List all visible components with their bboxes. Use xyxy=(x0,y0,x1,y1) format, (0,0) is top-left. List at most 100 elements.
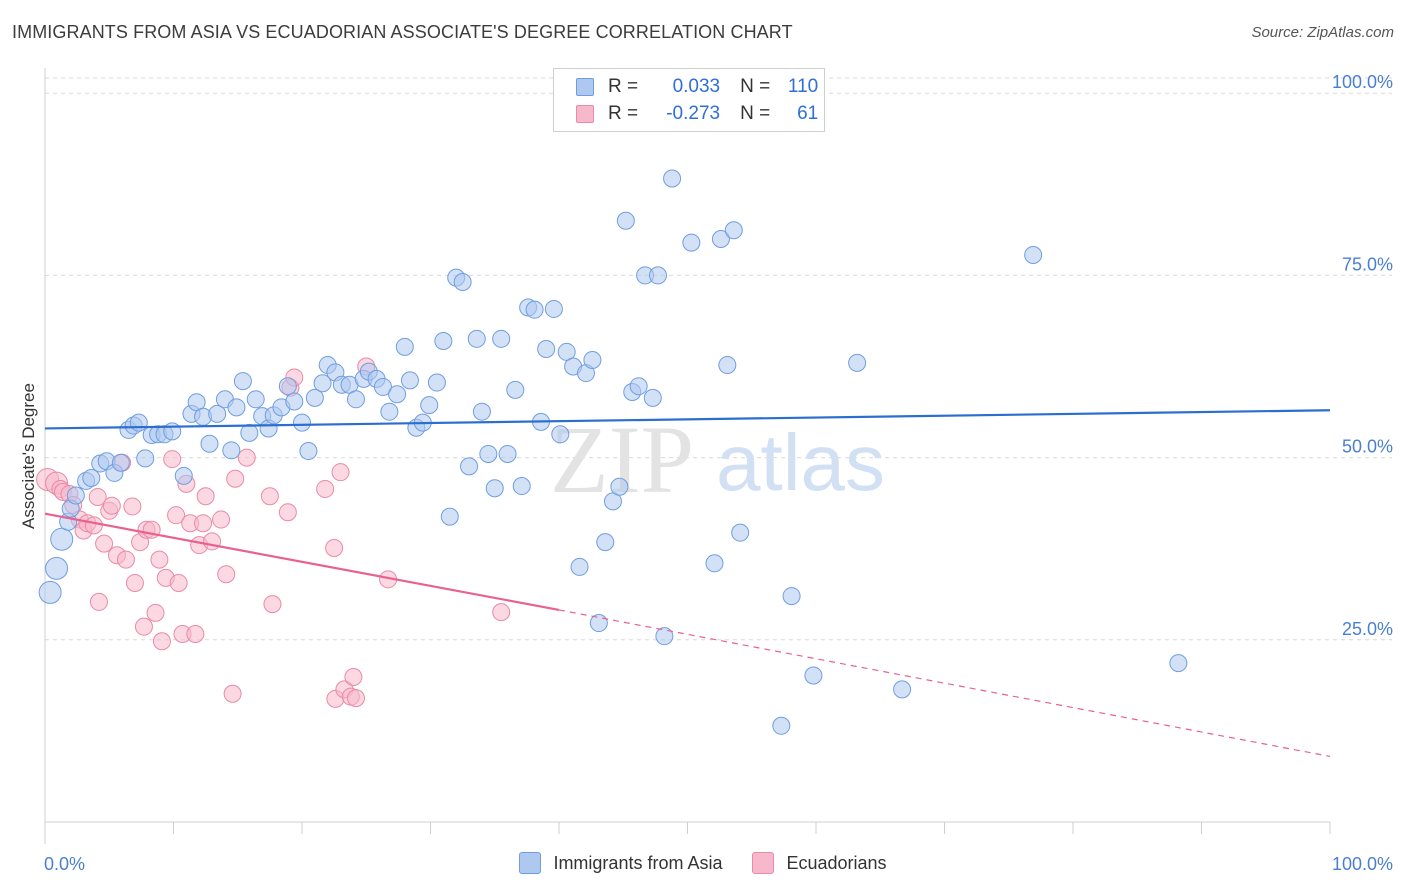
ecuadorians-point xyxy=(102,496,121,515)
ecuadorians-point xyxy=(331,463,350,482)
asia-point xyxy=(38,580,62,604)
asia-point xyxy=(420,396,439,415)
correlation-legend: R = 0.033 N = 110 R = -0.273 N = 61 xyxy=(553,68,825,132)
x-tick-label-start: 0.0% xyxy=(44,854,85,874)
ecuadorians-point xyxy=(152,632,171,651)
asia-point xyxy=(45,556,69,580)
asia-point xyxy=(467,329,486,348)
y-axis-label: Associate's Degree xyxy=(19,383,38,529)
asia-point xyxy=(233,372,252,391)
ecuadorians-point xyxy=(226,469,245,488)
asia-point xyxy=(705,554,724,573)
ecuadorians-point xyxy=(150,550,169,569)
asia-point xyxy=(525,300,544,319)
ecuadorians-trend-line xyxy=(44,512,560,612)
legend-swatch-asia xyxy=(576,78,594,96)
ecuadorians-point xyxy=(123,497,142,516)
legend-r-label: R = xyxy=(608,103,639,124)
asia-point xyxy=(718,356,737,375)
watermark-atlas: atlas xyxy=(716,418,885,507)
ecuadorians-trend-extension xyxy=(558,609,1331,757)
asia-point xyxy=(711,229,730,248)
series-legend-asia[interactable]: Immigrants from Asia xyxy=(519,852,722,874)
asia-point xyxy=(163,422,182,441)
asia-point xyxy=(427,373,446,392)
series-label-ecuadorians: Ecuadorians xyxy=(786,852,887,873)
series-swatch-ecuadorians xyxy=(752,852,775,874)
y-tick-label: 100.0% xyxy=(1332,72,1393,92)
asia-point xyxy=(663,169,682,188)
asia-point xyxy=(472,402,491,421)
asia-point xyxy=(1169,654,1188,673)
asia-point xyxy=(629,377,648,396)
asia-point xyxy=(278,377,297,396)
asia-point xyxy=(136,449,155,468)
asia-point xyxy=(66,486,85,505)
legend-r-ecuadorians: -0.273 xyxy=(666,103,721,124)
ecuadorians-point xyxy=(346,689,365,708)
ecuadorians-point xyxy=(95,534,114,553)
asia-point xyxy=(782,587,801,606)
ecuadorians-point xyxy=(163,450,182,469)
asia-point xyxy=(583,350,602,369)
asia-point xyxy=(111,453,130,472)
series-legend-ecuadorians[interactable]: Ecuadorians xyxy=(752,852,887,874)
legend-row-asia: R = 0.033 N = 110 xyxy=(576,74,818,100)
asia-point xyxy=(498,444,517,463)
asia-point xyxy=(731,523,750,542)
ecuadorians-point xyxy=(223,684,242,703)
asia-point xyxy=(460,457,479,476)
asia-point xyxy=(551,425,570,444)
ecuadorians-point xyxy=(278,503,297,522)
asia-point xyxy=(485,479,504,498)
ecuadorians-point xyxy=(146,603,165,622)
asia-point xyxy=(453,272,472,291)
asia-point xyxy=(50,527,74,551)
trend-lines xyxy=(44,409,1331,757)
asia-point xyxy=(299,442,318,461)
asia-point xyxy=(772,716,791,735)
watermark: ZIP atlas xyxy=(550,406,885,513)
ecuadorians-point xyxy=(134,617,153,636)
ecuadorians-point xyxy=(89,592,108,611)
series-label-asia: Immigrants from Asia xyxy=(553,852,723,873)
ecuadorians-point xyxy=(194,514,213,533)
ecuadorians-point xyxy=(212,510,231,529)
ecuadorians-point xyxy=(203,532,222,551)
ecuadorians-point xyxy=(84,516,103,535)
asia-point xyxy=(380,402,399,421)
asia-point xyxy=(479,444,498,463)
asia-point xyxy=(208,404,227,423)
asia-point xyxy=(589,614,608,633)
asia-point xyxy=(388,385,407,404)
series-legend: Immigrants from Asia Ecuadorians xyxy=(0,852,1406,874)
asia-point xyxy=(596,533,615,552)
asia-point xyxy=(506,380,525,399)
asia-point xyxy=(400,371,419,390)
asia-point xyxy=(395,337,414,356)
ecuadorians-point xyxy=(344,667,363,686)
legend-r-label: R = xyxy=(608,76,639,97)
ecuadorians-point xyxy=(237,448,256,467)
asia-point xyxy=(240,423,259,442)
axis-labels: 25.0% 50.0% 75.0% 100.0% 0.0% 100.0% Associate… xyxy=(19,72,1393,874)
ecuadorians-point xyxy=(263,595,282,614)
ecuadorians-point xyxy=(217,565,236,584)
asia-point xyxy=(373,377,392,396)
asia-point xyxy=(610,477,629,496)
asia-point xyxy=(246,390,265,409)
asia-point xyxy=(724,221,743,240)
asia-point xyxy=(313,374,332,393)
asia-point xyxy=(655,627,674,646)
ecuadorians-point xyxy=(186,624,205,643)
ecuadorians-point xyxy=(492,603,511,622)
asia-point xyxy=(293,413,311,432)
ecuadorians-point xyxy=(169,573,188,592)
legend-r-asia: 0.033 xyxy=(672,76,721,97)
asia-point xyxy=(1024,246,1043,265)
legend-n-label: N = xyxy=(740,76,771,97)
asia-point xyxy=(682,233,701,252)
asia-point xyxy=(174,466,193,485)
asia-point xyxy=(648,266,667,285)
asia-point xyxy=(643,388,662,407)
